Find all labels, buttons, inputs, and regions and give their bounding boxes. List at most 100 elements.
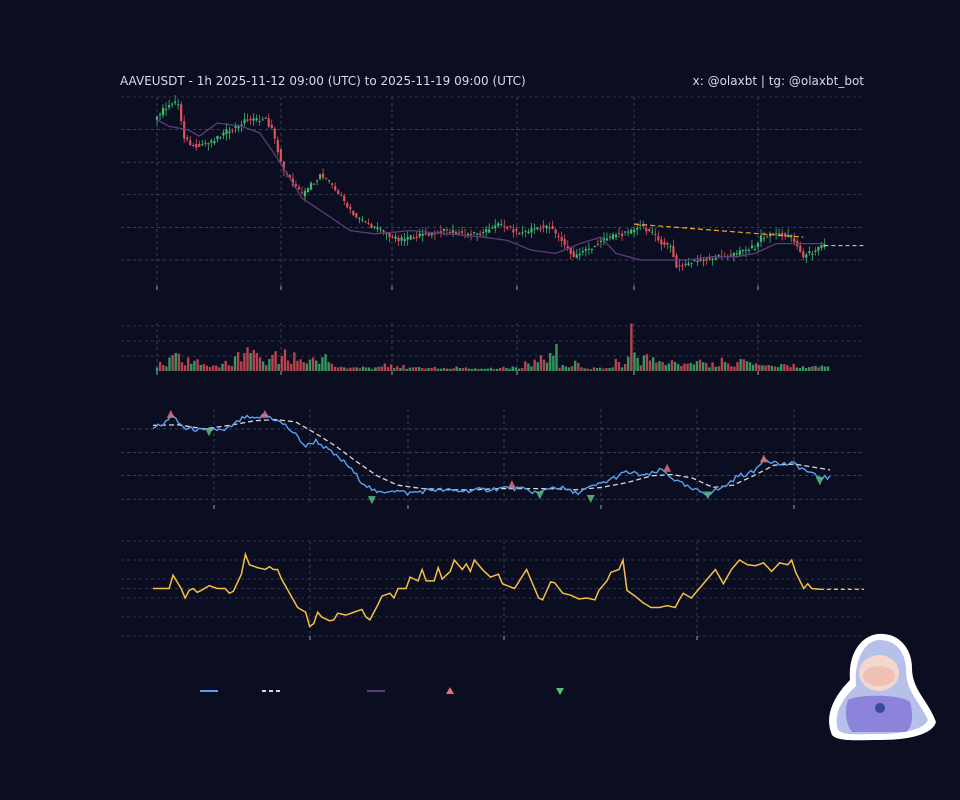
volume-bar bbox=[224, 360, 227, 371]
volume-bar bbox=[155, 367, 159, 371]
volume-bar bbox=[483, 368, 486, 371]
volume-bar bbox=[583, 368, 586, 371]
volume-bar bbox=[492, 368, 496, 371]
price-candle bbox=[494, 225, 497, 229]
volume-bar bbox=[661, 362, 664, 371]
price-candle bbox=[201, 144, 204, 146]
price-candle bbox=[325, 177, 328, 179]
price-candle bbox=[714, 257, 717, 260]
volume-bar bbox=[386, 367, 390, 371]
volume-bar bbox=[396, 366, 399, 371]
cvd-high-pivot-marker bbox=[166, 409, 175, 418]
volume-bar bbox=[508, 368, 511, 371]
volume-bar bbox=[261, 361, 265, 371]
cvd-sma-line bbox=[152, 418, 831, 491]
price-candle bbox=[424, 233, 427, 235]
volume-bar bbox=[190, 363, 193, 371]
price-candle bbox=[765, 236, 769, 238]
volume-panel bbox=[121, 323, 864, 375]
volume-bar bbox=[464, 367, 468, 371]
price-candle bbox=[186, 137, 189, 140]
volume-bar bbox=[577, 362, 580, 371]
price-candle bbox=[427, 233, 430, 236]
price-candle bbox=[234, 125, 237, 128]
volume-bar bbox=[480, 368, 483, 371]
volume-bar bbox=[314, 360, 318, 371]
price-candle bbox=[258, 120, 261, 123]
mascot-hands bbox=[863, 666, 895, 686]
price-candle bbox=[261, 119, 264, 121]
price-candle bbox=[636, 228, 639, 230]
price-candle bbox=[364, 221, 367, 223]
volume-bar bbox=[293, 352, 296, 371]
volume-bar bbox=[667, 363, 671, 371]
volume-bar bbox=[720, 357, 724, 371]
volume-bar bbox=[452, 368, 455, 371]
volume-bar bbox=[255, 353, 259, 371]
volume-bar bbox=[318, 363, 321, 371]
price-candle bbox=[527, 231, 530, 234]
volume-bar bbox=[533, 359, 536, 371]
volume-bar bbox=[311, 357, 315, 371]
price-candle bbox=[587, 248, 590, 250]
volume-bar bbox=[524, 361, 527, 371]
price-candle bbox=[252, 118, 255, 121]
volume-bar bbox=[561, 365, 564, 371]
volume-bar bbox=[823, 366, 827, 371]
cvd-panel bbox=[121, 409, 864, 509]
volume-bar bbox=[792, 363, 795, 371]
volume-bar bbox=[748, 362, 752, 371]
volume-bar bbox=[215, 365, 218, 371]
volume-bar bbox=[733, 366, 736, 371]
volume-bar bbox=[168, 357, 171, 371]
volume-bar bbox=[636, 357, 639, 371]
volume-bar bbox=[580, 367, 583, 371]
price-candle bbox=[572, 251, 575, 258]
price-candle bbox=[584, 249, 587, 251]
price-panel bbox=[121, 95, 864, 290]
price-candle bbox=[282, 161, 285, 171]
price-candle bbox=[273, 128, 276, 139]
volume-bar bbox=[180, 362, 184, 371]
price-candle bbox=[778, 233, 781, 235]
volume-bar bbox=[589, 369, 593, 371]
volume-bar bbox=[218, 367, 221, 371]
price-candle bbox=[161, 107, 165, 116]
price-candle bbox=[331, 183, 334, 185]
price-candle bbox=[672, 246, 675, 258]
chart-title: AAVEUSDT - 1h 2025-11-12 09:00 (UTC) to … bbox=[120, 74, 526, 88]
price-candle bbox=[756, 243, 760, 248]
price-candle bbox=[328, 180, 331, 182]
volume-bar bbox=[655, 362, 658, 371]
volume-bar bbox=[290, 363, 293, 371]
price-candle bbox=[343, 195, 346, 202]
price-candle bbox=[799, 245, 802, 253]
legend bbox=[200, 687, 564, 695]
volume-bar bbox=[467, 368, 471, 371]
price-candle bbox=[690, 262, 693, 264]
mascot-sticker bbox=[829, 633, 936, 741]
volume-bar bbox=[243, 353, 246, 371]
volume-bar bbox=[633, 352, 636, 371]
price-candle bbox=[717, 254, 720, 256]
volume-bar bbox=[230, 365, 234, 371]
mascot-body bbox=[845, 695, 913, 732]
volume-bar bbox=[455, 366, 458, 371]
volume-bar bbox=[302, 362, 305, 371]
price-candle bbox=[243, 119, 246, 124]
price-candle bbox=[663, 241, 666, 245]
volume-bar bbox=[436, 368, 440, 371]
price-candle bbox=[605, 238, 609, 241]
cvd-high-pivot-marker bbox=[507, 480, 516, 489]
volume-bar bbox=[249, 353, 252, 371]
price-candle bbox=[222, 132, 225, 136]
price-candle bbox=[195, 143, 198, 148]
volume-bar bbox=[617, 362, 621, 371]
volume-bar bbox=[502, 366, 505, 371]
mascot-emblem-icon bbox=[875, 703, 885, 713]
volume-bar bbox=[383, 363, 387, 371]
price-candle bbox=[192, 144, 195, 146]
price-candle bbox=[439, 231, 442, 234]
price-candle bbox=[158, 114, 162, 116]
volume-bar bbox=[698, 359, 702, 371]
